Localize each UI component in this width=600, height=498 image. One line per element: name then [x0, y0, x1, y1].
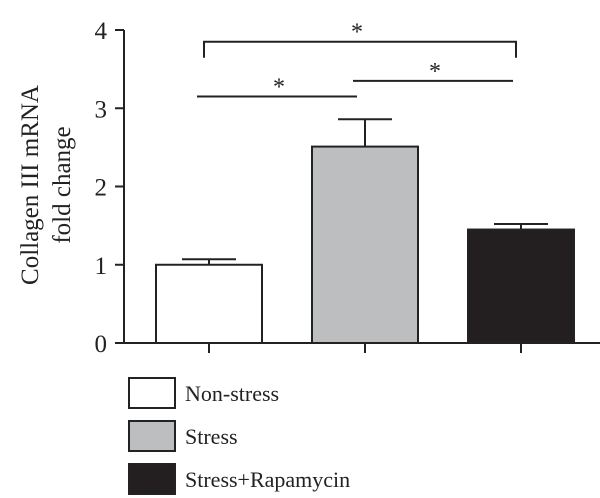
- y-axis-title-line-1: Collagen III mRNA: [17, 85, 44, 285]
- y-axis-title: Collagen III mRNA fold change: [17, 85, 76, 285]
- legend-swatch: [128, 463, 176, 495]
- y-tick-label: 4: [95, 18, 108, 45]
- legend-label: Stress+Rapamycin: [185, 467, 350, 492]
- bar: [467, 228, 575, 345]
- y-tick-label: 2: [95, 175, 108, 202]
- legend-label: Stress: [185, 424, 238, 449]
- y-tick-label: 0: [95, 331, 108, 358]
- legend-swatch: [128, 377, 176, 409]
- bar: [311, 145, 419, 344]
- legend-label: Non-stress: [185, 381, 279, 406]
- significance-label: *: [429, 59, 441, 85]
- y-tick-label: 1: [95, 253, 108, 280]
- legend: Non-stress Stress Stress+Rapamycin: [128, 377, 350, 495]
- significance-label: *: [351, 20, 363, 46]
- significance-bracket: [203, 40, 517, 58]
- bar: [155, 263, 263, 344]
- significance-label: *: [273, 75, 285, 101]
- y-tick-label: 3: [95, 96, 108, 123]
- legend-swatch: [128, 420, 176, 452]
- y-axis-title-line-2: fold change: [49, 126, 76, 243]
